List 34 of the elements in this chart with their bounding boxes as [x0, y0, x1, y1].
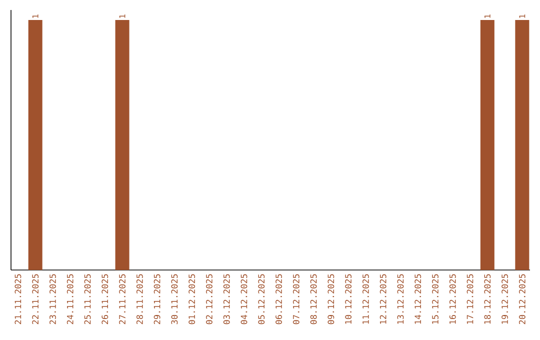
x-tick-label: 08.12.2025 [310, 274, 317, 324]
x-tick-label: 26.11.2025 [102, 274, 108, 324]
x-tick-label: 06.12.2025 [276, 274, 282, 324]
x-tick-label: 19.12.2025 [502, 274, 508, 324]
x-tick-label: 24.11.2025 [66, 274, 74, 324]
x-tick-label: 27.11.2025 [119, 274, 126, 324]
x-tick-label: 21.11.2025 [14, 274, 22, 324]
x-tick-label: 05.12.2025 [258, 274, 265, 324]
x-tick-label: 10.12.2025 [345, 274, 352, 324]
x-tick-label: 17.12.2025 [466, 274, 474, 324]
data-label: 1 [519, 14, 526, 18]
x-tick-label: 22.11.2025 [32, 274, 39, 324]
data-label: 1 [119, 14, 126, 18]
x-tick-label: 30.11.2025 [171, 274, 178, 324]
x-tick-label: 14.12.2025 [414, 274, 422, 324]
x-tick-label: 01.12.2025 [188, 274, 196, 324]
data-label: 1 [484, 14, 490, 18]
x-tick-label: 16.12.2025 [449, 274, 456, 324]
x-tick-label: 02.12.2025 [206, 274, 212, 324]
x-tick-label: 25.11.2025 [84, 274, 91, 324]
x-tick-label: 29.11.2025 [154, 274, 160, 324]
x-tick-label: 07.12.2025 [292, 274, 300, 324]
x-tick-label: 12.12.2025 [380, 274, 386, 324]
x-tick-label: 09.12.2025 [328, 274, 334, 324]
x-tick-label: 23.11.2025 [50, 274, 56, 324]
x-tick-label: 13.12.2025 [397, 274, 404, 324]
x-tick-label: 28.11.2025 [136, 274, 143, 324]
x-tick-label: 18.12.2025 [484, 274, 491, 324]
x-tick-label: 20.12.2025 [518, 274, 526, 324]
x-tick-label: 03.12.2025 [223, 274, 230, 324]
x-tick-label: 04.12.2025 [240, 274, 248, 324]
x-tick-label: 11.12.2025 [362, 274, 369, 324]
data-label: 1 [32, 14, 38, 18]
x-tick-label: 15.12.2025 [432, 274, 438, 324]
